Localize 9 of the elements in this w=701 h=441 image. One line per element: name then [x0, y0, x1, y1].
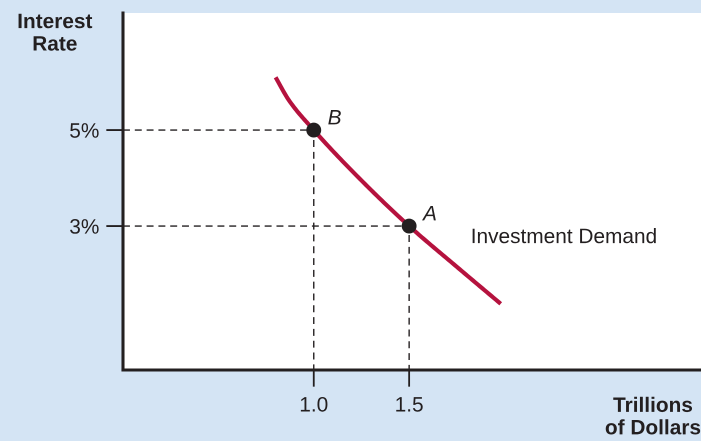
y-tick-label: 3% — [70, 219, 99, 234]
annotation: A — [422, 206, 436, 220]
y-tick-label: 5% — [70, 123, 99, 138]
annotation: B — [328, 110, 341, 124]
series-label: Investment Demand — [472, 228, 656, 244]
x-axis-title: Trillions of Dollars — [606, 396, 700, 435]
y-axis-title: Interest Rate — [18, 14, 92, 51]
x-tick-label: 1.5 — [396, 397, 423, 412]
x-tick-label: 1.0 — [300, 396, 328, 412]
